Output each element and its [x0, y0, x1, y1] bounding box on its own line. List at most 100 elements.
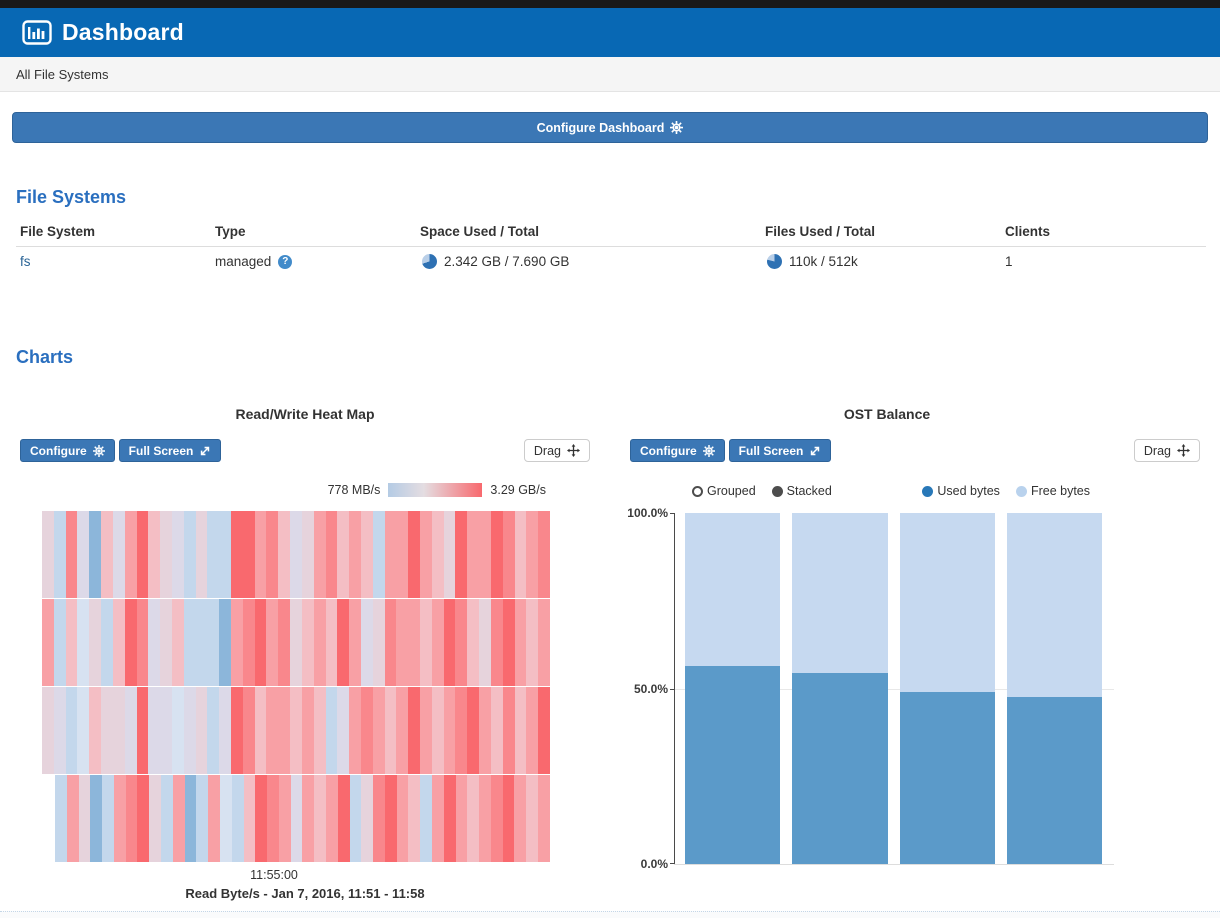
heatmap-cell[interactable] — [267, 775, 279, 862]
heatmap-cell[interactable] — [408, 775, 421, 862]
heatmap-cell[interactable] — [243, 775, 256, 862]
heatmap-cell[interactable] — [384, 511, 397, 598]
heatmap-cell[interactable] — [65, 687, 78, 774]
heatmap-cell[interactable] — [526, 511, 539, 598]
heatmap-cell[interactable] — [219, 599, 231, 686]
heatmap-cell[interactable] — [337, 599, 350, 686]
heatmap-cell[interactable] — [396, 599, 409, 686]
heatmap-cell[interactable] — [266, 511, 279, 598]
help-icon[interactable]: ? — [278, 254, 293, 269]
heatmap-cell[interactable] — [455, 775, 468, 862]
heatmap-cell[interactable] — [89, 687, 102, 774]
heatmap-cell[interactable] — [313, 599, 326, 686]
heatmap-cell[interactable] — [219, 775, 232, 862]
heatmap-cell[interactable] — [124, 511, 137, 598]
heatmap-cell[interactable] — [514, 687, 527, 774]
heatmap-cell[interactable] — [290, 687, 302, 774]
legend-used-bytes[interactable]: Used bytes — [922, 484, 1000, 498]
heatmap-cell[interactable] — [467, 687, 480, 774]
heatmap-cell[interactable] — [231, 775, 244, 862]
heatmap-cell[interactable] — [420, 599, 432, 686]
heatmap-cell[interactable] — [408, 687, 420, 774]
used-bytes-segment[interactable] — [792, 672, 888, 864]
heatmap-cell[interactable] — [325, 775, 338, 862]
heatmap-cell[interactable] — [125, 775, 138, 862]
heatmap-cell[interactable] — [90, 775, 103, 862]
heatmap-cell[interactable] — [148, 687, 161, 774]
heatmap-cell[interactable] — [313, 687, 326, 774]
heatmap-cell[interactable] — [349, 599, 361, 686]
heatmap-cell[interactable] — [65, 599, 78, 686]
heatmap-cell[interactable] — [467, 599, 480, 686]
heatmap-cell[interactable] — [432, 775, 444, 862]
heatmap-cell[interactable] — [136, 511, 149, 598]
heatmap-cell[interactable] — [325, 687, 338, 774]
heatmap-cell[interactable] — [443, 775, 456, 862]
heatmap-cell[interactable] — [420, 511, 432, 598]
heatmap-cell[interactable] — [113, 775, 126, 862]
heatmap-cell[interactable] — [183, 511, 196, 598]
mode-option-stacked[interactable]: Stacked — [771, 484, 832, 498]
heatmap-cell[interactable] — [242, 599, 255, 686]
heatmap-cell[interactable] — [160, 687, 172, 774]
used-bytes-segment[interactable] — [899, 692, 995, 864]
heatmap-cell[interactable] — [124, 599, 137, 686]
heatmap-cell[interactable] — [42, 599, 54, 686]
heatmap-cell[interactable] — [160, 599, 172, 686]
heatmap-cell[interactable] — [112, 599, 125, 686]
heatmap-cell[interactable] — [196, 775, 209, 862]
heatmap-cell[interactable] — [207, 687, 220, 774]
full-screen-button[interactable]: Full Screen — [118, 439, 222, 462]
heatmap-cell[interactable] — [148, 599, 161, 686]
ost-bar[interactable] — [792, 513, 888, 864]
ost-bar[interactable] — [899, 513, 995, 864]
heatmap-cell[interactable] — [53, 687, 66, 774]
heatmap-cell[interactable] — [396, 775, 409, 862]
heatmap-cell[interactable] — [337, 511, 350, 598]
heatmap-cell[interactable] — [254, 511, 267, 598]
heatmap-cell[interactable] — [526, 599, 539, 686]
heatmap-cell[interactable] — [490, 775, 503, 862]
heatmap-cell[interactable] — [479, 687, 491, 774]
heatmap-cell[interactable] — [171, 511, 184, 598]
heatmap-cell[interactable] — [53, 599, 66, 686]
heatmap-cell[interactable] — [42, 511, 54, 598]
heatmap-cell[interactable] — [384, 775, 397, 862]
heatmap-cell[interactable] — [137, 775, 150, 862]
heatmap-cell[interactable] — [53, 511, 66, 598]
heatmap-cell[interactable] — [78, 775, 91, 862]
heatmap-cell[interactable] — [290, 599, 302, 686]
heatmap-cell[interactable] — [278, 511, 291, 598]
heatmap-cell[interactable] — [65, 511, 78, 598]
heatmap-cell[interactable] — [455, 599, 468, 686]
heatmap-cell[interactable] — [77, 511, 90, 598]
heatmap-cell[interactable] — [479, 599, 491, 686]
heatmap-cell[interactable] — [183, 687, 196, 774]
heatmap-cell[interactable] — [149, 775, 162, 862]
heatmap-cell[interactable] — [490, 687, 503, 774]
heatmap-cell[interactable] — [255, 775, 268, 862]
heatmap-cell[interactable] — [124, 687, 137, 774]
heatmap-cell[interactable] — [514, 511, 527, 598]
heatmap-cell[interactable] — [231, 599, 243, 686]
heatmap-cell[interactable] — [219, 511, 231, 598]
heatmap-cell[interactable] — [467, 511, 480, 598]
heatmap-cell[interactable] — [502, 687, 515, 774]
heatmap-cell[interactable] — [290, 511, 302, 598]
heatmap-cell[interactable] — [148, 511, 161, 598]
heatmap-cell[interactable] — [231, 511, 243, 598]
heatmap-cell[interactable] — [431, 599, 444, 686]
heatmap-cell[interactable] — [360, 687, 373, 774]
heatmap-cell[interactable] — [195, 511, 208, 598]
heatmap-cell[interactable] — [161, 775, 173, 862]
heatmap-cell[interactable] — [467, 775, 480, 862]
heatmap-cell[interactable] — [266, 599, 279, 686]
heatmap-cell[interactable] — [301, 511, 314, 598]
heatmap-cell[interactable] — [408, 511, 420, 598]
ost-bar[interactable] — [1006, 513, 1102, 864]
heatmap-cell[interactable] — [313, 511, 326, 598]
heatmap-cell[interactable] — [101, 511, 113, 598]
heatmap-cell[interactable] — [290, 775, 303, 862]
heatmap-cell[interactable] — [502, 511, 515, 598]
heatmap-cell[interactable] — [455, 687, 468, 774]
